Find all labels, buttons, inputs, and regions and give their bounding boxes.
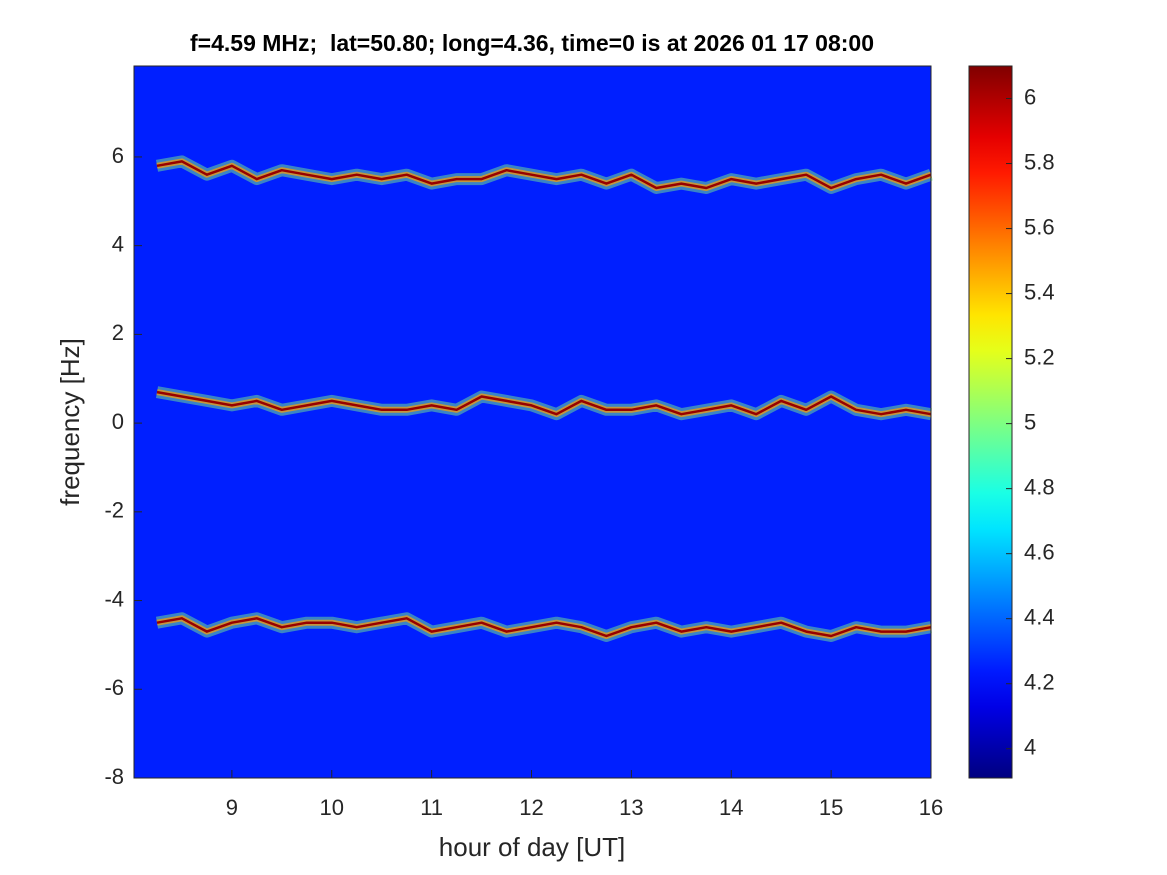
colorbar-tick-label: 4.4 bbox=[1024, 605, 1055, 630]
y-tick-label: 6 bbox=[112, 143, 124, 168]
x-tick-label: 11 bbox=[420, 795, 443, 820]
colorbar-tick-label: 5.6 bbox=[1024, 214, 1055, 239]
colorbar-tick-label: 4.2 bbox=[1024, 670, 1055, 695]
colorbar-tick-label: 4.8 bbox=[1024, 474, 1055, 499]
y-tick-label: -8 bbox=[104, 764, 124, 789]
colorbar-tick-label: 6 bbox=[1024, 84, 1036, 109]
y-axis-label: frequency [Hz] bbox=[55, 338, 85, 506]
x-axis-label: hour of day [UT] bbox=[439, 832, 625, 862]
colorbar-tick-label: 5.4 bbox=[1024, 279, 1055, 304]
x-tick-label: 13 bbox=[619, 795, 643, 820]
x-tick-label: 16 bbox=[919, 795, 943, 820]
colorbar-tick-label: 4 bbox=[1024, 735, 1036, 760]
noise-floor bbox=[134, 66, 931, 778]
x-tick-label: 15 bbox=[819, 795, 843, 820]
x-tick-label: 10 bbox=[320, 795, 344, 820]
y-tick-label: -4 bbox=[104, 586, 124, 611]
y-tick-label: 2 bbox=[112, 320, 124, 345]
colorbar bbox=[968, 65, 1013, 779]
ridge bbox=[156, 617, 932, 638]
colorbar-tick-label: 4.6 bbox=[1024, 539, 1055, 564]
y-tick-label: 4 bbox=[112, 231, 124, 256]
x-tick-label: 14 bbox=[719, 795, 743, 820]
ridge bbox=[156, 390, 932, 416]
colorbar-tick-label: 5.2 bbox=[1024, 344, 1055, 369]
x-tick-label: 9 bbox=[226, 795, 238, 820]
plot-frame bbox=[133, 65, 932, 779]
y-tick-label: -2 bbox=[104, 498, 124, 523]
ridge bbox=[156, 160, 932, 190]
y-tick-label: 0 bbox=[112, 409, 124, 434]
colorbar-tick-label: 5.8 bbox=[1024, 149, 1055, 174]
chart-title: f=4.59 MHz; lat=50.80; long=4.36, time=0… bbox=[190, 30, 874, 56]
y-tick-label: -6 bbox=[104, 675, 124, 700]
colorbar-tick-label: 5 bbox=[1024, 409, 1036, 434]
x-tick-label: 12 bbox=[519, 795, 543, 820]
